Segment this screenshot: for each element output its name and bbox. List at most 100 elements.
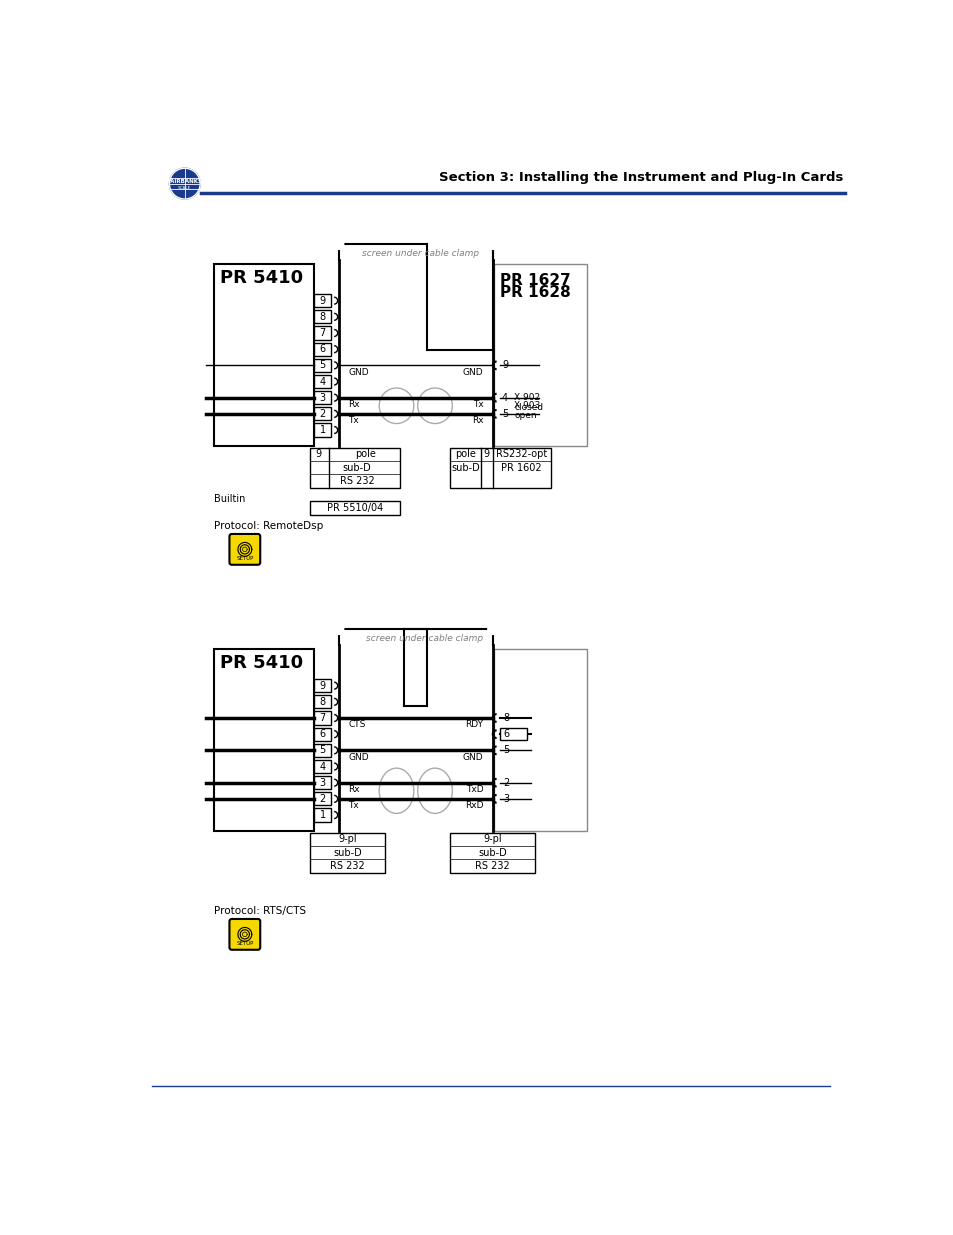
Text: 6: 6 <box>319 345 325 354</box>
Text: RDY: RDY <box>465 720 483 730</box>
Text: 6: 6 <box>503 729 509 740</box>
Text: pole: pole <box>355 450 375 459</box>
FancyBboxPatch shape <box>229 919 260 950</box>
FancyBboxPatch shape <box>314 359 331 372</box>
Text: 7: 7 <box>319 713 325 722</box>
FancyBboxPatch shape <box>314 743 331 757</box>
FancyBboxPatch shape <box>314 727 331 741</box>
Text: 1: 1 <box>319 810 325 820</box>
FancyBboxPatch shape <box>310 448 400 488</box>
FancyBboxPatch shape <box>213 264 314 446</box>
Text: RS 232: RS 232 <box>475 861 510 871</box>
Text: GND: GND <box>348 368 368 377</box>
Text: 4: 4 <box>501 393 508 403</box>
Text: GND: GND <box>348 752 368 762</box>
FancyBboxPatch shape <box>310 832 385 873</box>
Text: RxD: RxD <box>464 802 483 810</box>
FancyBboxPatch shape <box>314 793 331 805</box>
Text: 5: 5 <box>319 746 325 756</box>
Text: 8: 8 <box>319 311 325 322</box>
FancyBboxPatch shape <box>494 264 586 446</box>
Text: Rx: Rx <box>348 785 359 794</box>
Text: 4: 4 <box>319 762 325 772</box>
Circle shape <box>488 240 497 249</box>
FancyBboxPatch shape <box>310 501 400 515</box>
Text: 5: 5 <box>503 746 509 756</box>
Text: Tx: Tx <box>473 400 483 409</box>
Text: PR 5410: PR 5410 <box>220 268 303 287</box>
Text: 9: 9 <box>319 680 325 690</box>
Text: 9: 9 <box>319 295 325 305</box>
FancyBboxPatch shape <box>494 648 586 831</box>
Text: PR 5510/04: PR 5510/04 <box>327 503 383 513</box>
Text: 6: 6 <box>319 729 325 740</box>
Ellipse shape <box>378 388 414 424</box>
Text: Protocol: RTS/CTS: Protocol: RTS/CTS <box>213 906 306 916</box>
Text: Rx: Rx <box>348 400 359 409</box>
Text: Builtin: Builtin <box>213 494 245 504</box>
Text: 3: 3 <box>319 778 325 788</box>
FancyBboxPatch shape <box>314 310 331 324</box>
Text: RS232-opt: RS232-opt <box>496 450 546 459</box>
Circle shape <box>334 240 343 249</box>
Text: screen under cable clamp: screen under cable clamp <box>365 635 482 643</box>
FancyBboxPatch shape <box>450 448 550 488</box>
Text: PR 5410: PR 5410 <box>220 653 303 672</box>
Text: 8: 8 <box>319 697 325 706</box>
Circle shape <box>488 625 497 634</box>
Text: Section 3: Installing the Instrument and Plug-In Cards: Section 3: Installing the Instrument and… <box>438 170 842 184</box>
Text: RS 232: RS 232 <box>339 477 375 487</box>
Text: Protocol: RemoteDsp: Protocol: RemoteDsp <box>213 521 323 531</box>
Text: X 903
open: X 903 open <box>514 401 540 420</box>
FancyBboxPatch shape <box>314 711 331 725</box>
Text: sub-D: sub-D <box>333 847 361 858</box>
Text: 2: 2 <box>319 794 325 804</box>
FancyBboxPatch shape <box>213 648 314 831</box>
Text: 8: 8 <box>503 713 509 722</box>
FancyBboxPatch shape <box>314 408 331 420</box>
Text: 3: 3 <box>503 794 509 804</box>
Text: 9: 9 <box>501 361 508 370</box>
FancyBboxPatch shape <box>229 534 260 564</box>
FancyBboxPatch shape <box>314 326 331 340</box>
Text: X 902
closed: X 902 closed <box>514 393 543 412</box>
FancyBboxPatch shape <box>314 391 331 404</box>
Text: FAIRBANKS: FAIRBANKS <box>167 179 202 184</box>
Ellipse shape <box>417 768 452 814</box>
Text: 9-pl: 9-pl <box>483 835 501 845</box>
Text: SCALE: SCALE <box>178 186 192 190</box>
Text: TxD: TxD <box>465 785 483 794</box>
FancyBboxPatch shape <box>314 776 331 789</box>
Text: 5: 5 <box>501 409 508 419</box>
Text: sub-D: sub-D <box>451 463 479 473</box>
FancyBboxPatch shape <box>314 424 331 436</box>
Circle shape <box>334 625 343 634</box>
Text: 9: 9 <box>483 450 489 459</box>
FancyBboxPatch shape <box>314 809 331 821</box>
Text: SETUP: SETUP <box>236 941 253 946</box>
Text: 7: 7 <box>319 329 325 338</box>
Text: 2: 2 <box>503 778 509 788</box>
Text: 5: 5 <box>319 361 325 370</box>
Text: Rx: Rx <box>472 416 483 425</box>
FancyBboxPatch shape <box>450 832 535 873</box>
Text: SETUP: SETUP <box>236 556 253 561</box>
Text: 9: 9 <box>315 450 321 459</box>
Text: PR 1628: PR 1628 <box>500 285 571 300</box>
Circle shape <box>170 168 200 199</box>
FancyBboxPatch shape <box>314 679 331 692</box>
Text: sub-D: sub-D <box>342 463 372 473</box>
Text: 4: 4 <box>319 377 325 387</box>
FancyBboxPatch shape <box>500 727 527 740</box>
Text: PR 1627: PR 1627 <box>500 273 571 288</box>
Text: PR 1602: PR 1602 <box>500 463 541 473</box>
FancyBboxPatch shape <box>314 760 331 773</box>
Ellipse shape <box>378 768 414 814</box>
Text: GND: GND <box>462 368 483 377</box>
Text: pole: pole <box>455 450 476 459</box>
Text: screen under cable clamp: screen under cable clamp <box>361 249 478 258</box>
Text: 3: 3 <box>319 393 325 403</box>
Text: 1: 1 <box>319 425 325 435</box>
Ellipse shape <box>417 388 452 424</box>
Text: Tx: Tx <box>348 802 358 810</box>
